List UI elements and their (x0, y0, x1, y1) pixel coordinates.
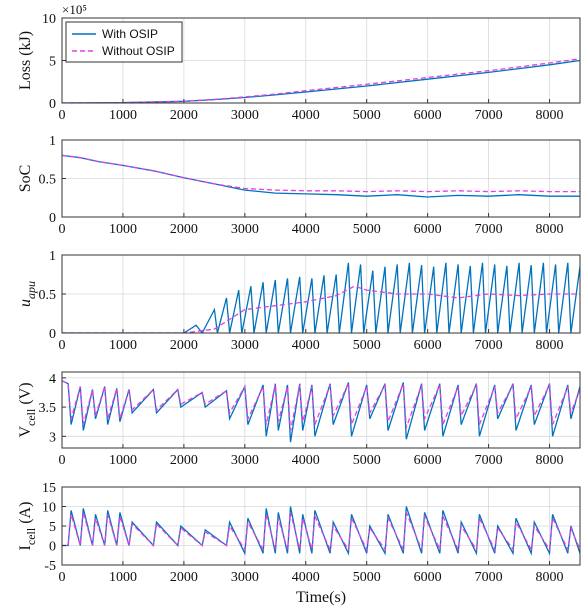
y-exponent-label: ×10⁵ (62, 2, 87, 17)
x-tick-label: 3000 (231, 570, 259, 585)
y-tick-label: 1 (49, 249, 56, 264)
y-tick-label: 0 (49, 327, 56, 342)
x-tick-label: 3000 (231, 108, 259, 123)
x-tick-label: 2000 (170, 453, 198, 468)
y-tick-label: 0 (49, 97, 56, 112)
panel-3: 0 1000 2000 3000 4000 5000 6000 7000 8000 0 0.5 1 ua… (17, 249, 581, 353)
x-tick-label: 7000 (475, 108, 503, 123)
y-axis-label-unit: (A) (17, 502, 34, 528)
x-tick-label: 5000 (353, 453, 381, 468)
y-tick-label: 10 (42, 501, 56, 516)
x-tick-label: 5000 (353, 570, 381, 585)
y-axis-label: SoC (17, 165, 34, 193)
x-tick-label: 0 (59, 570, 66, 585)
series-line-without-osip (62, 380, 580, 431)
x-tick-label: 1000 (109, 222, 137, 237)
axes-frame (61, 371, 581, 449)
y-tick-label: 0 (49, 540, 56, 555)
x-tick-label: 0 (59, 338, 66, 353)
series-line-without-osip (62, 512, 580, 552)
x-tick-label: 8000 (536, 338, 564, 353)
y-axis-label: Vcell (V) (17, 382, 38, 437)
y-axis-label: uapu (17, 281, 38, 307)
x-tick-label: 2000 (170, 108, 198, 123)
y-tick-label: 0.5 (39, 288, 57, 303)
x-tick-label: 6000 (414, 570, 442, 585)
y-tick-label: 4 (49, 372, 56, 387)
y-tick-label: 15 (42, 481, 56, 496)
y-tick-label: 0.5 (39, 173, 57, 188)
x-tick-label: 1000 (109, 453, 137, 468)
x-tick-label: 6000 (414, 222, 442, 237)
x-tick-label: 5000 (353, 338, 381, 353)
y-tick-label: 3.5 (39, 401, 57, 416)
y-tick-label: 5 (49, 55, 56, 70)
x-tick-label: 3000 (231, 338, 259, 353)
x-tick-label: 6000 (414, 453, 442, 468)
x-tick-label: 7000 (475, 453, 503, 468)
x-tick-label: 8000 (536, 453, 564, 468)
series-line-with-osip (62, 262, 580, 333)
x-tick-label: 7000 (475, 570, 503, 585)
y-tick-label: 1 (49, 134, 56, 149)
y-tick-label: 10 (42, 12, 56, 27)
legend: With OSIP Without OSIP (65, 21, 183, 63)
x-axis-label: Time(s) (296, 589, 346, 606)
x-tick-label: 6000 (414, 338, 442, 353)
y-axis-label-main: I (17, 545, 34, 550)
y-axis-label: Loss (kJ) (17, 31, 34, 90)
x-tick-label: 0 (59, 453, 66, 468)
y-axis-label: Icell (A) (17, 502, 38, 551)
y-axis-label-sub: apu (24, 281, 38, 299)
y-axis-label-sub: cell (24, 408, 38, 426)
series-line-with-osip (62, 154, 580, 198)
x-tick-label: 7000 (475, 222, 503, 237)
series-line-without-osip (62, 58, 580, 103)
panel-1: 0 1000 2000 3000 4000 5000 6000 7000 8000 0 5 10 Los… (17, 2, 581, 123)
y-axis-label-sub: cell (24, 527, 38, 545)
y-tick-label: -5 (44, 559, 56, 574)
x-tick-label: 4000 (292, 222, 320, 237)
y-tick-label: 0 (49, 211, 56, 226)
legend-box (65, 21, 183, 63)
x-tick-label: 4000 (292, 453, 320, 468)
x-tick-label: 4000 (292, 570, 320, 585)
series-line-with-osip (62, 506, 580, 556)
x-tick-label: 4000 (292, 108, 320, 123)
x-tick-label: 3000 (231, 453, 259, 468)
x-tick-label: 2000 (170, 570, 198, 585)
x-tick-label: 0 (59, 222, 66, 237)
y-axis-label-main: V (17, 426, 34, 438)
y-tick-label: 3 (49, 430, 56, 445)
y-tick-label: 5 (49, 520, 56, 535)
x-tick-label: 2000 (170, 338, 198, 353)
x-tick-label: 5000 (353, 108, 381, 123)
x-tick-label: 2000 (170, 222, 198, 237)
x-tick-label: 7000 (475, 338, 503, 353)
y-axis-label-unit: (V) (17, 382, 34, 408)
x-tick-label: 1000 (109, 338, 137, 353)
series-line-with-osip (62, 59, 580, 103)
x-tick-label: 8000 (536, 222, 564, 237)
x-tick-label: 1000 (109, 570, 137, 585)
x-tick-label: 8000 (536, 108, 564, 123)
x-tick-label: 8000 (536, 570, 564, 585)
x-tick-label: 4000 (292, 338, 320, 353)
x-tick-label: 1000 (109, 108, 137, 123)
x-tick-label: 3000 (231, 222, 259, 237)
x-tick-label: 0 (59, 108, 66, 123)
legend-label: With OSIP (102, 27, 158, 41)
legend-label: Without OSIP (102, 44, 175, 58)
panel-5: 0 1000 2000 3000 4000 5000 6000 7000 8000-505101… (17, 481, 581, 585)
x-tick-label: 5000 (353, 222, 381, 237)
series-line-without-osip (62, 285, 580, 333)
panel-2: 0 1000 2000 3000 4000 5000 6000 7000 8000 0 0.5 1 So… (17, 134, 581, 237)
y-axis-label-main: u (17, 299, 34, 307)
panel-4: 0 1000 2000 3000 4000 5000 6000 7000 8000 3 3.5 4 Vc… (17, 371, 581, 468)
x-tick-label: 6000 (414, 108, 442, 123)
